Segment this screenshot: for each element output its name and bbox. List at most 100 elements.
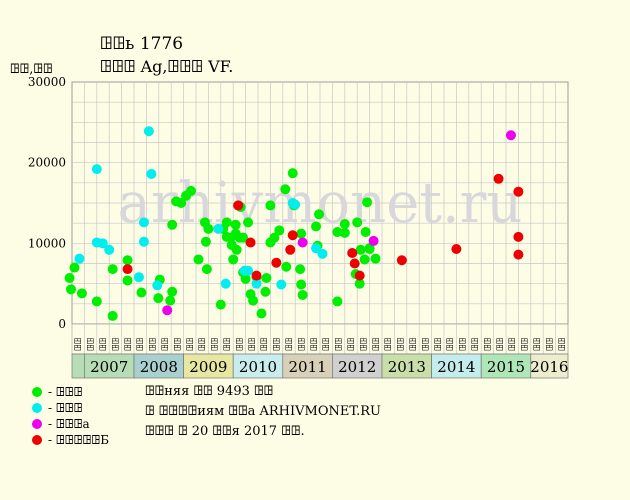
data-point-green — [238, 232, 249, 243]
data-point-green — [230, 219, 241, 230]
quarter-label: ꖸꖸ — [235, 337, 245, 351]
legend-label: - ꖸꖸꖸ — [48, 400, 83, 415]
year-band — [332, 353, 383, 379]
quarter-label: ꖸꖸ — [335, 337, 345, 351]
legend-dot-cyan — [32, 403, 42, 413]
quarter-label: ꖸꖸ — [124, 337, 134, 351]
data-point-green — [256, 308, 267, 319]
data-point-cyan — [138, 236, 149, 247]
quarter-label: ꖸꖸ — [149, 337, 159, 351]
data-point-cyan — [311, 243, 322, 254]
info-source: ꖸ ꖸꖸꖸꖸиям ꖸꖸа ARHIVMONET.RU — [145, 404, 381, 419]
data-point-cyan — [143, 126, 154, 137]
legend-label: - ꖸꖸꖸа — [48, 416, 90, 431]
data-point-green — [107, 310, 118, 321]
quarter-label: ꖸꖸ — [248, 337, 258, 351]
data-point-green — [69, 262, 80, 273]
info-date: ꖸꖸꖸ ꖸ 20 ꖸꖸя 2017 ꖸꖸ. — [145, 424, 305, 439]
data-point-red — [493, 173, 504, 184]
data-point-green — [76, 288, 87, 299]
data-point-cyan — [251, 278, 262, 289]
quarter-label: ꖸꖸ — [384, 337, 394, 351]
quarter-label: ꖸꖸ — [297, 337, 307, 351]
data-point-green — [354, 278, 365, 289]
quarter-label: ꖸꖸ — [434, 337, 444, 351]
data-point-green — [370, 253, 381, 264]
quarter-label: ꖸꖸ — [111, 337, 121, 351]
year-label: 2011 — [289, 358, 327, 376]
quarter-label: ꖸꖸ — [459, 337, 469, 351]
data-points — [64, 126, 524, 321]
data-point-red — [287, 230, 298, 241]
chart-title: ꖸꖸь 1776 — [100, 34, 184, 54]
quarter-label: ꖸꖸ — [483, 337, 493, 351]
quarter-label: ꖸꖸ — [446, 337, 456, 351]
data-point-cyan — [317, 248, 328, 259]
data-point-green — [167, 286, 178, 297]
data-point-green — [352, 217, 363, 228]
data-point-green — [176, 198, 187, 208]
legend-dot-green — [32, 387, 42, 397]
year-bands: 2007 2008 2009 2010 2011 2012 2013 2014 2015 2016 — [71, 353, 569, 379]
quarter-label: ꖸꖸ — [99, 337, 109, 351]
data-point-green — [186, 185, 197, 196]
data-point-green — [228, 254, 239, 265]
data-point-green — [243, 217, 254, 228]
quarter-label: ꖸꖸ — [273, 337, 283, 351]
data-point-cyan — [276, 279, 287, 290]
year-band — [232, 353, 284, 379]
data-point-green — [295, 264, 306, 275]
data-point-magenta — [162, 305, 173, 316]
data-point-cyan — [133, 272, 144, 283]
data-point-red — [396, 255, 407, 266]
data-point-green — [91, 296, 102, 307]
data-point-cyan — [220, 278, 231, 289]
y-tick-label: 30000 — [28, 75, 66, 89]
data-point-cyan — [290, 199, 301, 210]
quarter-label: ꖸꖸ — [508, 337, 518, 351]
data-point-green — [355, 244, 366, 255]
data-point-red — [233, 200, 244, 211]
chart-subtitle: ꖸꖸꖸ Ag,ꖸꖸꖸ VF. — [100, 57, 234, 76]
data-point-cyan — [104, 244, 115, 255]
data-point-cyan — [91, 164, 102, 175]
data-point-red — [251, 270, 262, 281]
info-average-price: ꖸꖸняя ꖸꖸ 9493 ꖸꖸ — [145, 384, 274, 399]
year-label: 2012 — [338, 358, 376, 376]
data-point-red — [271, 257, 282, 268]
data-point-green — [339, 218, 350, 229]
data-point-cyan — [97, 238, 108, 249]
quarter-label: ꖸꖸ — [211, 337, 221, 351]
data-point-green — [66, 284, 77, 295]
y-axis-ticks: 0 10000 20000 30000 — [28, 75, 66, 331]
chart-grid — [71, 81, 569, 325]
legend-label: - ꖸꖸꖸ — [48, 384, 83, 399]
data-point-red — [349, 258, 360, 269]
quarter-label: ꖸꖸ — [545, 337, 555, 351]
data-point-green — [240, 273, 251, 284]
year-band — [480, 353, 532, 379]
data-point-green — [359, 254, 370, 265]
data-point-cyan — [138, 217, 149, 228]
year-band — [530, 353, 569, 379]
data-point-red — [347, 248, 358, 259]
data-point-green — [153, 293, 164, 304]
data-point-green — [64, 273, 75, 284]
legend-dot-red — [32, 435, 42, 445]
year-band-lead — [71, 353, 85, 379]
data-point-green — [165, 295, 176, 306]
y-axis-unit: ꖸꖸ,ꖸꖸ — [10, 62, 53, 77]
data-point-green — [122, 275, 133, 286]
year-label: 2016 — [530, 358, 568, 376]
year-label: 2015 — [487, 358, 525, 376]
year-label: 2009 — [189, 358, 227, 376]
data-point-cyan — [152, 280, 163, 291]
quarter-label: ꖸꖸ — [409, 337, 419, 351]
data-point-green — [362, 197, 373, 208]
data-point-green — [261, 273, 272, 284]
data-point-green — [297, 289, 308, 300]
data-point-green — [107, 264, 118, 275]
legend-item-cyan: - ꖸꖸꖸ — [32, 401, 83, 415]
data-point-green — [281, 261, 292, 272]
quarter-label: ꖸꖸ — [397, 337, 407, 351]
